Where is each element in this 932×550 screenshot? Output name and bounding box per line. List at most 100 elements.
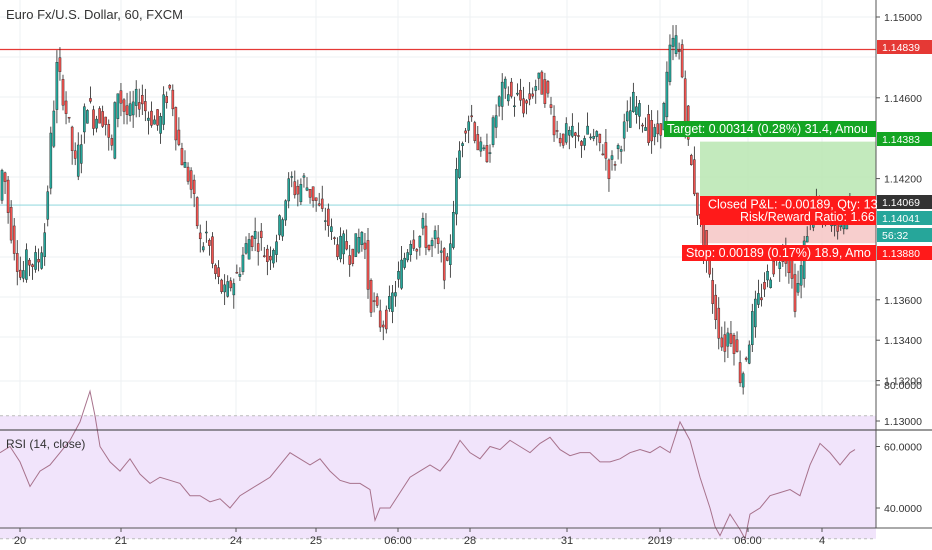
price-axis[interactable]: 1.15000 1.14600 1.14200 1.13600 1.13400 1.132… <box>876 12 922 428</box>
target-label[interactable]: Target: 0.00314 (0.28%) 31.4, Amou <box>664 121 876 137</box>
candle <box>177 117 181 147</box>
last-price-tag: 1.14069 <box>877 195 932 209</box>
candle <box>232 278 236 309</box>
candle <box>336 237 339 261</box>
time-tick-label: 21 <box>115 535 127 547</box>
candle <box>293 170 297 199</box>
candle <box>67 116 71 123</box>
candle <box>55 50 59 124</box>
candle <box>256 231 260 266</box>
candle <box>366 227 370 299</box>
candle <box>513 96 516 117</box>
candle <box>70 125 74 165</box>
candle <box>458 141 461 180</box>
rsi-axis[interactable]: 80.0000 60.0000 40.0000 <box>876 380 922 515</box>
candle <box>195 196 199 229</box>
candle <box>360 231 364 252</box>
candle <box>150 101 153 128</box>
candle <box>345 229 348 251</box>
candle <box>22 260 25 283</box>
candle <box>622 113 626 152</box>
candle <box>427 244 431 252</box>
candle <box>101 105 104 128</box>
candle <box>747 340 751 365</box>
candle <box>543 72 547 108</box>
target-text: Target: 0.00314 (0.28%) 31.4, Amou <box>667 122 868 136</box>
candle <box>76 132 80 181</box>
candles-group <box>0 25 852 395</box>
candle <box>79 134 83 174</box>
candle <box>3 171 7 195</box>
candle <box>378 299 382 332</box>
time-tick-label: 4 <box>819 535 825 547</box>
candle <box>665 61 669 127</box>
candle <box>281 217 284 241</box>
time-axis[interactable]: 20 21 24 25 06:00 28 31 2019 06:00 4 <box>14 528 825 547</box>
candle <box>592 128 595 142</box>
closed-pnl-label[interactable]: Closed P&L: -0.00189, Qty: 13 Risk/Rewar… <box>700 196 878 225</box>
candle <box>250 234 254 252</box>
candle <box>473 120 477 144</box>
rsi-tick-label: 80.0000 <box>884 380 922 392</box>
candle <box>430 237 434 258</box>
candle <box>290 171 294 188</box>
candle <box>186 162 190 185</box>
candle <box>525 99 528 115</box>
candle <box>137 88 141 118</box>
candle <box>744 356 748 362</box>
candle <box>238 267 242 281</box>
candle <box>43 223 46 266</box>
candle <box>494 104 498 139</box>
candle <box>461 141 464 158</box>
candle <box>625 100 629 132</box>
candle <box>799 254 803 299</box>
candle <box>327 203 330 237</box>
stop-label[interactable]: Stop: 0.00189 (0.17%) 18.9, Amo <box>682 245 876 261</box>
candle <box>168 84 172 91</box>
candle <box>119 83 123 117</box>
candle <box>409 240 413 262</box>
candle <box>720 326 724 351</box>
svg-text:56:32: 56:32 <box>882 230 908 242</box>
candle <box>714 284 717 330</box>
candle <box>772 259 775 277</box>
price-tick-label: 1.13600 <box>884 295 922 307</box>
candle <box>147 111 150 135</box>
candle <box>272 248 275 268</box>
candle <box>95 115 98 133</box>
svg-text:1.14041: 1.14041 <box>882 213 920 225</box>
candle <box>479 136 483 157</box>
candle <box>424 213 428 256</box>
candle <box>555 120 559 139</box>
candle <box>482 144 486 151</box>
candle <box>348 244 352 277</box>
time-tick-label: 06:00 <box>384 535 412 547</box>
candle <box>244 236 248 255</box>
candle <box>577 122 580 142</box>
candle <box>693 146 696 197</box>
candle <box>711 267 714 314</box>
candle <box>113 101 117 160</box>
candle <box>351 248 355 267</box>
candle <box>510 77 513 99</box>
candle <box>302 172 306 188</box>
candle <box>549 96 553 115</box>
candle <box>595 130 599 146</box>
candle <box>467 115 470 144</box>
candle <box>632 82 635 113</box>
candle <box>162 86 165 131</box>
stop-text: Stop: 0.00189 (0.17%) 18.9, Amo <box>686 246 871 260</box>
candle <box>394 281 397 307</box>
candle <box>433 225 437 249</box>
candle <box>650 110 653 154</box>
candle <box>134 80 138 118</box>
candle <box>397 261 400 288</box>
candle <box>635 95 638 124</box>
candle <box>308 189 312 204</box>
candle <box>449 234 452 278</box>
risk-reward-text: Risk/Reward Ratio: 1.66 <box>740 210 875 224</box>
closed-pnl-text: Closed P&L: -0.00189, Qty: 13 <box>708 198 878 212</box>
candle <box>659 123 663 149</box>
candle <box>189 167 193 199</box>
candle <box>751 303 754 353</box>
